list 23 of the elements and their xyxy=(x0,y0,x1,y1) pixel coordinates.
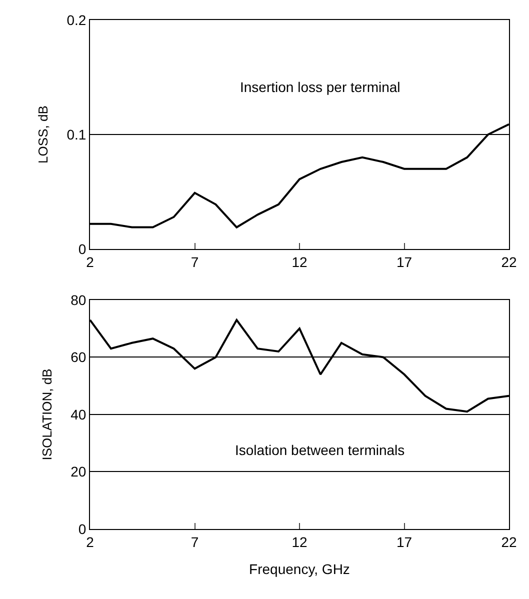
x-tick-label: 2 xyxy=(86,254,94,270)
y-tick-label: 0 xyxy=(78,520,86,537)
y-tick-label: 20 xyxy=(70,464,86,480)
x-axis-title: Frequency, GHz xyxy=(249,561,350,578)
x-tick-label: 7 xyxy=(190,254,199,270)
y-tick-label: 40 xyxy=(70,406,86,422)
y-axis-title: LOSS, dB xyxy=(36,106,51,164)
y-tick-label: 0.1 xyxy=(66,126,86,142)
x-tick-label: 22 xyxy=(501,254,517,270)
x-tick-label: 2 xyxy=(86,534,94,550)
x-tick-label: 7 xyxy=(190,534,199,550)
y-axis-title: ISOLATION, dB xyxy=(40,368,55,460)
y-tick-label: 60 xyxy=(70,349,86,366)
annotation: Isolation between terminals xyxy=(235,442,405,458)
x-tick-label: 22 xyxy=(501,534,517,550)
annotation: Insertion loss per terminal xyxy=(240,79,400,95)
y-tick-label: 80 xyxy=(70,292,86,308)
x-tick-label: 17 xyxy=(396,254,412,270)
x-tick-label: 12 xyxy=(292,534,308,550)
y-tick-label: 0.2 xyxy=(66,12,86,28)
x-tick-label: 17 xyxy=(396,534,412,550)
x-tick-label: 12 xyxy=(292,254,308,270)
y-tick-label: 0 xyxy=(78,240,86,257)
